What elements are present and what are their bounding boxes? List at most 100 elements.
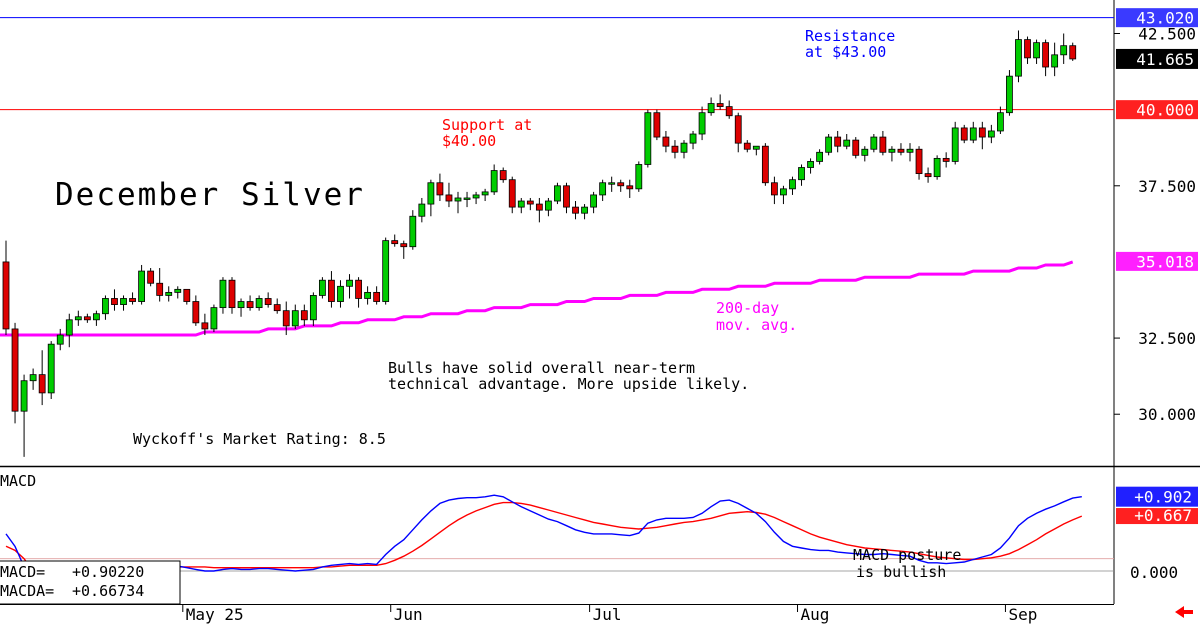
candle-body-down — [156, 282, 164, 296]
candle — [264, 292, 272, 308]
candle — [870, 134, 878, 153]
candle-body-up — [599, 182, 607, 196]
candle-body-up — [969, 127, 977, 141]
candle — [11, 322, 19, 424]
candle — [960, 124, 968, 144]
support-annotation-line2: $40.00 — [442, 132, 496, 150]
price-tick-labels: 30.000 32.500 37.500 42.500 — [1114, 25, 1196, 424]
candle-body-down — [771, 182, 778, 196]
candle — [183, 288, 191, 305]
price-tick-label: 30.000 — [1138, 405, 1196, 424]
candle — [816, 149, 823, 165]
macd-readout-box: MACD= +0.90220 MACDA= +0.66734 — [0, 560, 181, 605]
candle-body-up — [987, 130, 995, 138]
candle — [472, 191, 480, 205]
candle-body-up — [219, 279, 227, 309]
candle-body-up — [454, 197, 462, 202]
candle — [997, 106, 1004, 135]
candle-body-down — [897, 148, 905, 153]
candle-body-up — [545, 200, 552, 211]
candle-body-up — [807, 161, 814, 168]
candle-body-down — [282, 310, 290, 327]
candle — [608, 176, 616, 192]
candle — [74, 310, 82, 326]
macd-panel-title: MACD — [0, 472, 36, 490]
candle — [888, 146, 896, 162]
candle — [291, 304, 299, 329]
candle — [535, 197, 543, 223]
candle-body-up — [780, 188, 787, 196]
candle — [38, 350, 46, 406]
date-tick-label: Sep — [1008, 605, 1037, 624]
candle-body-up — [93, 313, 100, 321]
candle — [725, 100, 733, 119]
candle — [102, 295, 109, 320]
macd-note-line2: is bullish — [856, 563, 946, 581]
candle-body-down — [2, 261, 10, 330]
candle-body-up — [608, 182, 616, 185]
candle — [391, 234, 399, 247]
candle-body-up — [337, 285, 344, 302]
candle-body-down — [246, 301, 254, 309]
candle — [454, 191, 462, 214]
candle-body-up — [689, 133, 697, 144]
candle — [111, 289, 118, 311]
candle-body-up — [554, 185, 561, 202]
candle-body-down — [716, 103, 724, 108]
commentary-line2: technical advantage. More upside likely. — [388, 375, 749, 393]
candle — [20, 374, 28, 457]
candle-body-up — [861, 148, 869, 156]
candle-body-up — [888, 148, 896, 153]
candle-body-up — [870, 136, 878, 150]
candle — [129, 292, 136, 305]
candle — [707, 97, 715, 116]
candle-body-up — [698, 112, 706, 135]
price-tick-label: 32.500 — [1138, 329, 1196, 348]
candle — [1033, 39, 1040, 64]
moving-average-group — [0, 260, 1074, 337]
candle — [499, 167, 507, 183]
candle-body-down — [355, 279, 362, 299]
candle — [807, 158, 814, 174]
candle-body-up — [1006, 75, 1013, 114]
candle-body-up — [65, 319, 73, 336]
candle-body-up — [825, 136, 833, 153]
candle — [65, 313, 73, 348]
candle — [689, 130, 697, 150]
candle-body-down — [924, 173, 932, 178]
candle — [93, 310, 100, 326]
candle — [517, 197, 525, 214]
candle — [780, 185, 787, 205]
candle-body-up — [120, 298, 127, 305]
candle-body-up — [418, 203, 426, 217]
candle-body-up — [816, 151, 823, 162]
candle-body-down — [273, 304, 281, 312]
macd-zero-tick: 0.000 — [1130, 563, 1178, 582]
candle-body-up — [20, 380, 28, 412]
candle — [635, 161, 643, 192]
scroll-left-arrow-icon[interactable] — [1175, 606, 1193, 618]
candle-body-up — [951, 127, 959, 162]
price-panel: 30.000 32.500 37.500 42.500 43.020 40.000 4… — [0, 0, 1200, 468]
candle-body-down — [526, 200, 534, 205]
candle — [138, 264, 146, 305]
macda-value-flag-label: +0.667 — [1134, 506, 1192, 525]
candle — [463, 191, 471, 208]
candle-body-up — [309, 295, 317, 321]
candle-body-up — [463, 197, 471, 200]
candle — [2, 240, 10, 336]
candle — [526, 197, 534, 211]
candle-body-up — [318, 279, 326, 296]
candle — [933, 155, 941, 180]
candle-body-down — [391, 240, 399, 245]
candle — [590, 191, 597, 214]
candle — [47, 341, 55, 399]
candle-body-down — [535, 203, 543, 211]
commentary-line1: Bulls have solid overall near-term — [388, 359, 695, 377]
support-flag: 40.000 — [1116, 100, 1198, 120]
candle-body-up — [346, 279, 353, 287]
candle-body-down — [300, 310, 308, 321]
candle-body-up — [427, 182, 435, 205]
resistance-annotation-line1: Resistance — [805, 27, 895, 45]
